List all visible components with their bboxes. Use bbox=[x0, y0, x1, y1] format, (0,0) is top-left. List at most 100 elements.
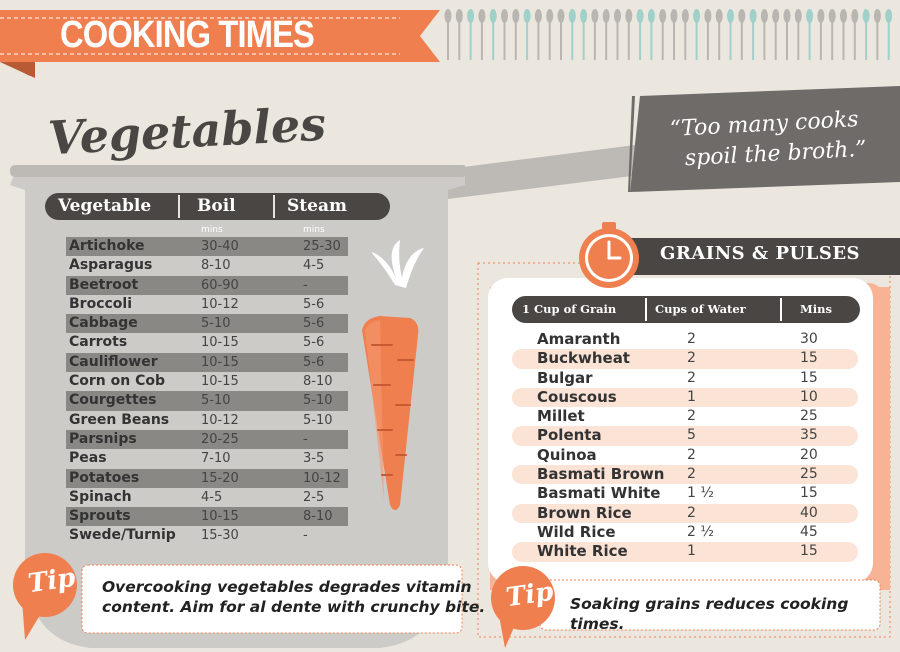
spoon-icon bbox=[546, 9, 554, 60]
table-row: White Rice 1 15 bbox=[512, 542, 858, 562]
spoon-icon bbox=[625, 9, 633, 60]
table-row: Basmati White 1 ½ 15 bbox=[512, 484, 858, 503]
table-row: Artichoke 30-40 25-30 bbox=[66, 237, 348, 257]
grains-table-body: Amaranth 2 30 Buckwheat 2 15 Bulgar 2 15 Couscous… bbox=[512, 330, 858, 562]
boil-time: 5-10 bbox=[201, 393, 231, 409]
table-row: Quinoa 2 20 bbox=[512, 446, 858, 465]
column-header-grain: 1 Cup of Grain bbox=[522, 302, 617, 316]
boil-time: 10-12 bbox=[201, 296, 239, 312]
table-row: Spinach 4-5 2-5 bbox=[66, 488, 348, 507]
spoon-icon bbox=[557, 9, 565, 60]
cook-minutes: 15 bbox=[800, 350, 818, 367]
cook-minutes: 45 bbox=[800, 523, 818, 540]
table-row: Parsnips 20-25 - bbox=[66, 429, 348, 450]
quote: “Too many cooks spoil the broth.” bbox=[649, 104, 882, 176]
cook-minutes: 35 bbox=[800, 427, 818, 444]
spoon-icon bbox=[840, 9, 847, 60]
grain-name: Quinoa bbox=[537, 445, 597, 464]
steam-units: mins bbox=[303, 225, 325, 235]
veg-tip-line-1: Overcooking vegetables degrades vitamin bbox=[102, 578, 472, 596]
spoon-icon bbox=[602, 9, 610, 60]
table-row: Brown Rice 2 40 bbox=[512, 503, 858, 523]
grain-name: Polenta bbox=[537, 426, 602, 445]
spoon-icon bbox=[851, 9, 859, 60]
cook-minutes: 15 bbox=[800, 543, 818, 560]
water-cups: 1 bbox=[687, 388, 696, 405]
spoon-icon bbox=[455, 9, 463, 60]
steam-time: - bbox=[303, 528, 308, 544]
cook-minutes: 25 bbox=[800, 466, 818, 483]
water-cups: 2 bbox=[687, 350, 696, 367]
grain-name: Bulgar bbox=[537, 368, 593, 387]
veg-tip-text: Overcooking vegetables degrades vitamin … bbox=[102, 577, 485, 617]
vegetable-name: Sprouts bbox=[69, 508, 131, 525]
table-row: Corn on Cob 10-15 8-10 bbox=[66, 372, 348, 391]
grain-name: Basmati White bbox=[537, 484, 661, 503]
vegetable-name: Asparagus bbox=[69, 257, 153, 274]
column-header-vegetable: Vegetable bbox=[58, 196, 152, 216]
table-row: Peas 7-10 3-5 bbox=[66, 449, 348, 468]
vegetables-table-header: Vegetable Boil Steam bbox=[45, 193, 390, 220]
boil-time: 20-25 bbox=[201, 431, 239, 447]
steam-time: 5-6 bbox=[303, 354, 325, 370]
vegetable-name: Artichoke bbox=[69, 238, 145, 254]
grains-table-header: 1 Cup of Grain Cups of Water Mins bbox=[512, 296, 860, 323]
water-cups: 2 ½ bbox=[687, 523, 714, 540]
table-row: Millet 2 25 bbox=[512, 407, 858, 426]
column-header-steam: Steam bbox=[287, 196, 347, 216]
steam-time: 5-10 bbox=[303, 412, 333, 428]
steam-time: 5-10 bbox=[303, 393, 333, 409]
boil-time: 30-40 bbox=[201, 239, 239, 254]
boil-time: 60-90 bbox=[201, 277, 239, 293]
table-row: Asparagus 8-10 4-5 bbox=[66, 256, 348, 275]
spoon-icon bbox=[670, 9, 678, 60]
grain-name: Basmati Brown bbox=[537, 465, 665, 484]
steam-time: 10-12 bbox=[303, 470, 341, 486]
spoon-icon bbox=[489, 9, 497, 60]
spoon-icon bbox=[444, 9, 452, 60]
spoon-icon bbox=[862, 9, 870, 60]
vegetable-name: Swede/Turnip bbox=[69, 527, 176, 544]
steam-time: 25-30 bbox=[303, 239, 341, 254]
vegetable-name: Parsnips bbox=[69, 430, 137, 447]
spoon-icon bbox=[760, 9, 768, 60]
boil-units: mins bbox=[201, 225, 223, 235]
boil-time: 8-10 bbox=[201, 258, 231, 274]
spoon-icon bbox=[467, 9, 475, 60]
table-row: Green Beans 10-12 5-10 bbox=[66, 411, 348, 430]
water-cups: 2 bbox=[687, 446, 696, 463]
boil-time: 10-15 bbox=[201, 509, 239, 525]
steam-time: 5-6 bbox=[303, 316, 325, 332]
vegetable-name: Beetroot bbox=[69, 276, 139, 293]
grains-tip-text: Soaking grains reduces cooking times. bbox=[570, 595, 849, 633]
spoon-pattern-decoration bbox=[444, 9, 893, 60]
spoon-icon bbox=[614, 9, 621, 60]
grain-name: Brown Rice bbox=[537, 503, 632, 522]
grain-name: Millet bbox=[537, 407, 585, 426]
spoon-icon bbox=[659, 9, 667, 60]
table-row: Cauliflower 10-15 5-6 bbox=[66, 352, 348, 373]
vegetable-name: Courgettes bbox=[69, 392, 157, 409]
steam-time: 5-6 bbox=[303, 335, 325, 351]
table-row: Courgettes 5-10 5-10 bbox=[66, 391, 348, 411]
title-ribbon bbox=[0, 10, 440, 78]
column-divider bbox=[780, 298, 782, 321]
table-row: Couscous 1 10 bbox=[512, 387, 858, 408]
cook-minutes: 10 bbox=[800, 388, 818, 405]
spoon-icon bbox=[772, 9, 780, 60]
cook-minutes: 25 bbox=[800, 408, 818, 425]
vegetables-table-body: Artichoke 30-40 25-30 Asparagus 8-10 4-5 Beetr… bbox=[66, 237, 348, 546]
steam-time: 8-10 bbox=[303, 509, 333, 525]
table-row: Cabbage 5-10 5-6 bbox=[66, 314, 348, 334]
spoon-icon bbox=[523, 9, 531, 60]
water-cups: 2 bbox=[687, 331, 696, 347]
table-row: Sprouts 10-15 8-10 bbox=[66, 507, 348, 527]
spoon-icon bbox=[636, 9, 644, 60]
vegetable-name: Corn on Cob bbox=[69, 373, 166, 390]
spoon-icon bbox=[873, 9, 881, 60]
vegetable-name: Potatoes bbox=[69, 469, 140, 486]
column-header-boil: Boil bbox=[197, 196, 236, 216]
grain-name: Couscous bbox=[537, 387, 617, 406]
boil-time: 10-15 bbox=[201, 335, 239, 351]
steam-time: 8-10 bbox=[303, 374, 333, 390]
